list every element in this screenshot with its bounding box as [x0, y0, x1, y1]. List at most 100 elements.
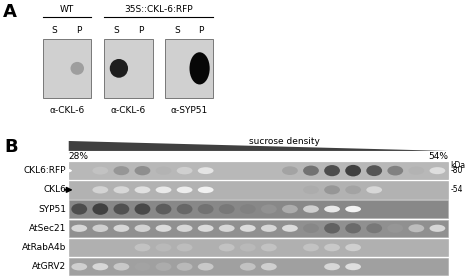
Ellipse shape [198, 187, 214, 193]
Text: 35S::CKL-6:RFP: 35S::CKL-6:RFP [125, 5, 193, 14]
Text: kDa: kDa [450, 161, 465, 170]
Ellipse shape [240, 244, 255, 252]
Bar [69, 181, 448, 199]
Ellipse shape [198, 167, 214, 174]
Ellipse shape [282, 225, 298, 232]
Ellipse shape [282, 166, 298, 175]
Text: -80: -80 [450, 166, 463, 175]
Ellipse shape [155, 225, 172, 232]
Ellipse shape [303, 244, 319, 251]
Ellipse shape [324, 165, 340, 176]
Ellipse shape [113, 204, 129, 215]
Ellipse shape [324, 185, 340, 194]
Bar [104, 39, 153, 98]
Bar [69, 200, 448, 218]
Ellipse shape [324, 263, 340, 270]
Ellipse shape [113, 186, 129, 193]
Text: A: A [3, 3, 17, 21]
Ellipse shape [345, 223, 361, 234]
Ellipse shape [177, 244, 192, 251]
Ellipse shape [345, 206, 361, 212]
Ellipse shape [177, 204, 192, 214]
Ellipse shape [72, 225, 87, 232]
Ellipse shape [92, 263, 108, 270]
Ellipse shape [190, 52, 210, 85]
Ellipse shape [366, 223, 382, 233]
Text: S: S [114, 26, 119, 35]
Ellipse shape [303, 166, 319, 176]
Ellipse shape [177, 225, 192, 232]
Text: AtSec21: AtSec21 [29, 224, 66, 233]
Ellipse shape [177, 167, 192, 174]
Text: -54: -54 [450, 185, 463, 194]
Text: SYP51: SYP51 [38, 205, 66, 213]
Bar [165, 39, 213, 98]
Text: AtGRV2: AtGRV2 [32, 262, 66, 271]
Text: S: S [174, 26, 180, 35]
Ellipse shape [155, 204, 172, 215]
Ellipse shape [324, 223, 340, 234]
Ellipse shape [92, 203, 108, 215]
Ellipse shape [110, 59, 128, 78]
Ellipse shape [324, 244, 340, 251]
Ellipse shape [135, 225, 150, 232]
Ellipse shape [177, 263, 192, 271]
Text: α-CKL-6: α-CKL-6 [111, 106, 146, 115]
Ellipse shape [198, 263, 214, 271]
Ellipse shape [261, 244, 277, 251]
Ellipse shape [92, 225, 108, 232]
Ellipse shape [72, 263, 87, 270]
Ellipse shape [409, 224, 424, 232]
Ellipse shape [135, 186, 150, 193]
Bar [69, 220, 448, 237]
Ellipse shape [198, 204, 214, 214]
Ellipse shape [155, 186, 172, 193]
Ellipse shape [345, 186, 361, 194]
Text: CKL6: CKL6 [44, 185, 66, 194]
Text: B: B [5, 138, 18, 156]
Bar [69, 162, 448, 179]
Polygon shape [69, 141, 448, 151]
Ellipse shape [135, 203, 150, 215]
Ellipse shape [71, 62, 84, 75]
Ellipse shape [240, 204, 255, 214]
Ellipse shape [366, 186, 382, 193]
Ellipse shape [429, 167, 445, 174]
Ellipse shape [198, 225, 214, 232]
Ellipse shape [345, 244, 361, 251]
Text: 28%: 28% [69, 152, 89, 161]
Text: α-SYP51: α-SYP51 [170, 106, 208, 115]
Text: 54%: 54% [428, 152, 448, 161]
Ellipse shape [72, 203, 87, 215]
Text: α-CKL-6: α-CKL-6 [49, 106, 84, 115]
Text: P: P [138, 26, 143, 35]
Ellipse shape [113, 263, 129, 271]
Ellipse shape [345, 165, 361, 176]
Ellipse shape [240, 263, 255, 271]
Ellipse shape [345, 263, 361, 270]
Text: sucrose density: sucrose density [249, 138, 320, 146]
Ellipse shape [429, 225, 445, 232]
Bar [69, 258, 448, 275]
Text: P: P [198, 26, 204, 35]
Ellipse shape [240, 225, 255, 232]
Ellipse shape [366, 165, 382, 176]
Ellipse shape [324, 206, 340, 212]
Ellipse shape [409, 167, 424, 175]
Text: WT: WT [60, 5, 74, 14]
Ellipse shape [92, 167, 108, 175]
Ellipse shape [303, 223, 319, 233]
Ellipse shape [155, 244, 172, 252]
Ellipse shape [92, 186, 108, 194]
Ellipse shape [155, 263, 172, 271]
Text: CKL6:RFP: CKL6:RFP [24, 166, 66, 175]
Ellipse shape [261, 205, 277, 214]
Text: AtRabA4b: AtRabA4b [22, 243, 66, 252]
Ellipse shape [303, 205, 319, 213]
Ellipse shape [113, 225, 129, 232]
Ellipse shape [113, 166, 129, 175]
Ellipse shape [135, 262, 150, 271]
Bar [69, 239, 448, 256]
Ellipse shape [155, 167, 172, 175]
Ellipse shape [177, 187, 192, 193]
